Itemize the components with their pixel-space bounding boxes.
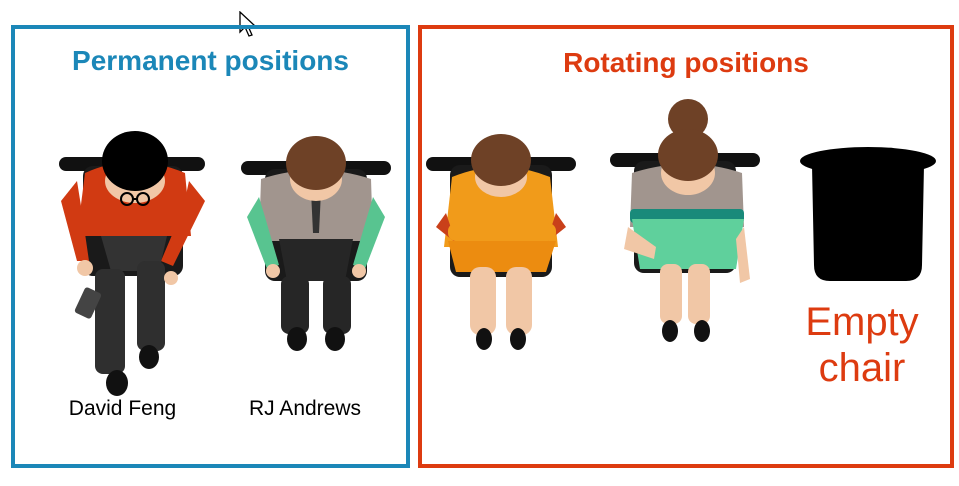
empty-chair-icon [800, 147, 936, 281]
person-name: David Feng [68, 397, 177, 420]
permanent-positions-title: Permanent positions [72, 45, 349, 76]
empty-chair-label: Empty chair [805, 300, 919, 390]
seated-woman-orange-dress-icon [426, 134, 576, 350]
person-name: RJ Andrews [248, 397, 362, 420]
rotating-positions-title: Rotating positions [563, 47, 809, 78]
seated-person-teal-shirt-icon [241, 136, 391, 351]
rotating-positions-panel: Rotating positions Empt [418, 25, 954, 468]
seated-woman-green-skirt-bun-icon [610, 99, 760, 342]
permanent-positions-panel: Permanent positions David Feng [11, 25, 410, 468]
seated-person-red-sweater-glasses-icon [59, 131, 205, 396]
